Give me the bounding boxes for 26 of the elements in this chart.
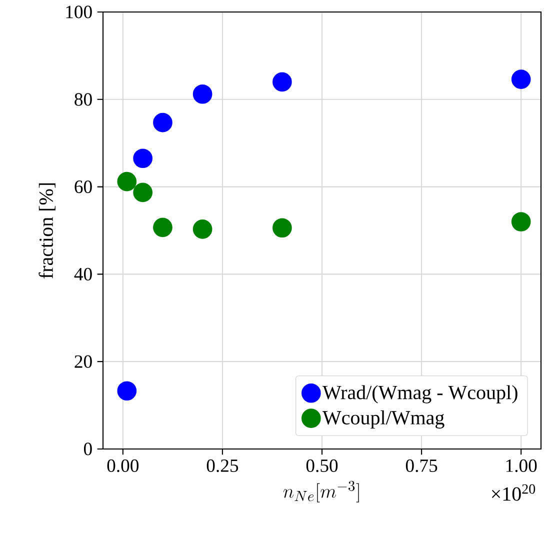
x-axis-title: $n_{Ne}[m^{-3}]$: [283, 480, 359, 502]
point: [153, 218, 172, 238]
y-axis-title: fraction [%]: [38, 183, 56, 278]
text: ×10$^{20}$: [492, 484, 536, 501]
x-tick-label: 0.25: [206, 459, 238, 472]
point: [133, 148, 152, 168]
x-tick-label: 1.00: [506, 459, 537, 472]
y-tick-label: 60: [74, 180, 92, 194]
point: [153, 112, 172, 132]
point: [133, 182, 152, 202]
point: [117, 172, 137, 192]
y-tick-label: 20: [74, 355, 92, 368]
point: [272, 72, 292, 92]
legend-label: Wcoupl/Wmag: [322, 410, 444, 429]
y-tick-label: 0: [84, 442, 92, 456]
y-tick-label: 40: [74, 268, 92, 280]
y-tick-label: 80: [74, 93, 92, 106]
point: [192, 220, 212, 239]
point: [272, 218, 292, 238]
y-tick-label: 100: [66, 6, 92, 18]
x-tick-label: 0.50: [306, 459, 338, 472]
point: [192, 84, 212, 104]
point: [117, 381, 137, 401]
x-tick-label: 0.75: [406, 459, 438, 472]
x-tick-label: 0.00: [107, 459, 139, 472]
legend-label: Wrad/(Wmag - Wcoupl): [322, 385, 518, 404]
